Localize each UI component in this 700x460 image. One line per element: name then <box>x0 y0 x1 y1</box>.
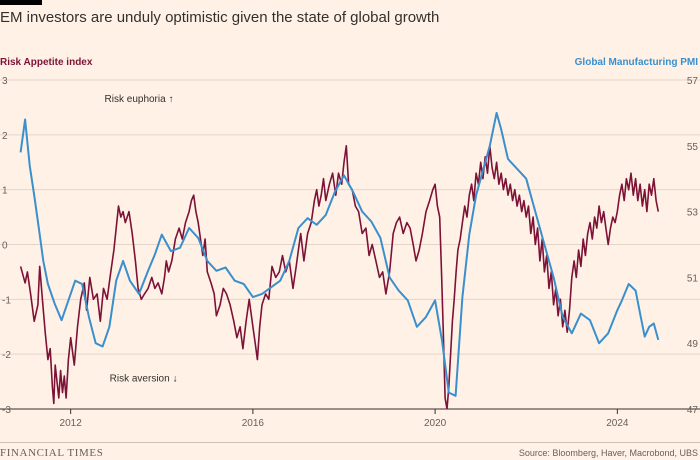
left-tick-label: -1 <box>2 295 11 306</box>
source-note: Source: Bloomberg, Haver, Macrobond, UBS <box>518 448 698 458</box>
left-tick-label: 2 <box>2 131 8 142</box>
left-axis-title: Risk Appetite index <box>0 57 93 68</box>
pmi-line <box>19 111 660 397</box>
x-tick-label: 2012 <box>60 418 83 429</box>
left-tick-label: 3 <box>2 76 8 87</box>
left-tick-label: -3 <box>2 405 11 416</box>
right-axis-title: Global Manufacturing PMI <box>574 57 698 68</box>
x-tick-label: 2016 <box>242 418 265 429</box>
right-tick-label: 55 <box>687 142 699 153</box>
risk-appetite-line <box>19 145 660 409</box>
right-tick-label: 57 <box>687 76 699 87</box>
chart-annotation: Risk euphoria ↑ <box>105 94 174 105</box>
ft-accent-bar <box>0 0 42 5</box>
left-tick-label: 0 <box>2 241 8 252</box>
right-tick-label: 53 <box>687 208 699 219</box>
footer-divider <box>0 442 700 443</box>
chart-annotation: Risk aversion ↓ <box>110 374 178 385</box>
ft-brand: FINANCIAL TIMES <box>0 447 104 459</box>
right-tick-label: 47 <box>687 405 699 416</box>
x-tick-label: 2024 <box>606 418 629 429</box>
left-tick-label: -2 <box>2 350 11 361</box>
x-tick-label: 2020 <box>424 418 447 429</box>
right-tick-label: 49 <box>687 339 699 350</box>
chart-title: EM investors are unduly optimistic given… <box>0 9 440 26</box>
right-tick-label: 51 <box>687 273 699 284</box>
left-tick-label: 1 <box>2 186 8 197</box>
